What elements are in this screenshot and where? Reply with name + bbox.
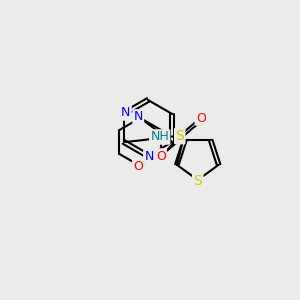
Text: S: S [176, 129, 184, 143]
Text: O: O [133, 160, 143, 173]
Text: O: O [156, 149, 166, 163]
Text: N: N [121, 106, 130, 119]
Text: S: S [194, 174, 202, 188]
Text: NH: NH [150, 130, 169, 143]
Text: O: O [196, 112, 206, 124]
Text: N: N [144, 151, 154, 164]
Text: N: N [134, 110, 143, 124]
